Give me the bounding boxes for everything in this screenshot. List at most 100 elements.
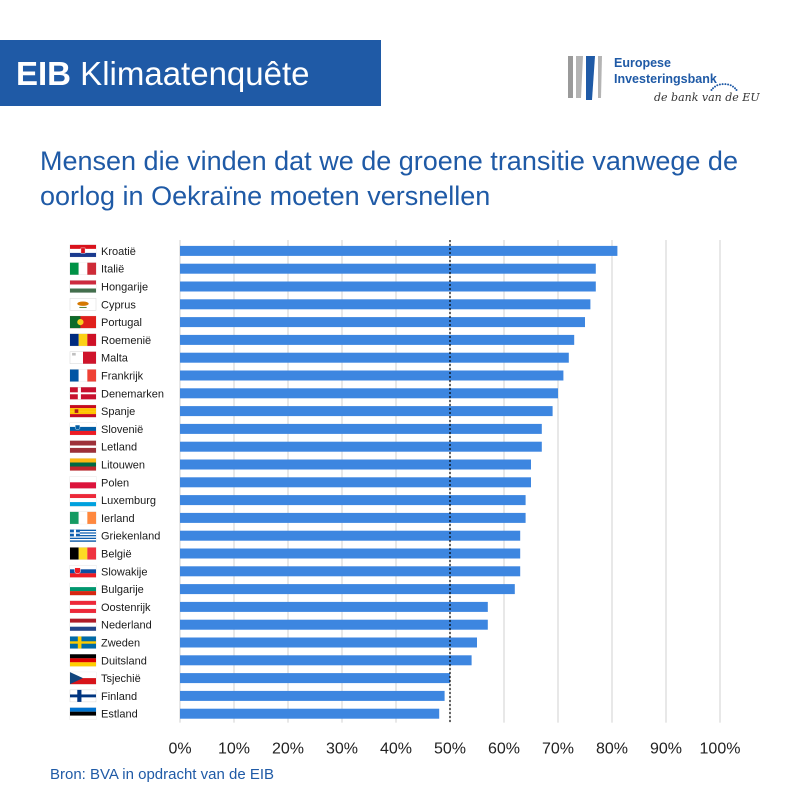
x-tick-label: 30% (326, 741, 358, 758)
eu-star-icon (732, 85, 734, 88)
flag-mt-icon (69, 351, 97, 364)
category-label: Duitsland (101, 655, 147, 667)
chart-title: Mensen die vinden dat we de groene trans… (40, 146, 738, 211)
category-label: Spanje (101, 406, 135, 418)
logo-tagline: de bank van de EU (654, 91, 760, 104)
x-tick-label: 80% (596, 741, 628, 758)
flag-ee-icon (69, 707, 97, 720)
title-banner: EIB Klimaatenquête (0, 40, 381, 106)
bar (180, 299, 591, 310)
flag-hu-icon (69, 280, 97, 293)
source-note: Bron: BVA in opdracht van de EIB (50, 766, 275, 783)
flag-fi-icon (69, 689, 97, 703)
category-labels: Kroatië Italië Hongarije Cyprus Portugal Roem… (101, 246, 164, 721)
bar (180, 601, 488, 612)
category-label: Polen (101, 477, 129, 489)
category-label: Hongarije (101, 282, 148, 294)
eu-star-icon (727, 83, 730, 86)
flag-fr-icon (69, 369, 97, 382)
bar (180, 406, 553, 417)
bar (180, 637, 477, 648)
bar (180, 655, 472, 666)
category-label: Nederland (101, 620, 152, 632)
eu-star-icon (729, 84, 732, 87)
category-label: Roemenië (101, 335, 151, 347)
flag-cy-icon (69, 298, 97, 311)
bar (180, 690, 445, 701)
flag-gr-icon (69, 529, 97, 542)
logo-text-line1: Europese (614, 56, 671, 70)
x-tick-label: 60% (488, 741, 520, 758)
bar (180, 388, 558, 399)
x-tick-label: 0% (168, 741, 191, 758)
category-label: Malta (101, 353, 129, 365)
bar (180, 619, 488, 630)
flag-at-icon (69, 600, 97, 614)
eu-stars-icon (710, 83, 738, 91)
flag-lv-icon (69, 440, 97, 453)
flag-ro-icon (69, 333, 97, 347)
bar (180, 708, 440, 719)
bar (180, 334, 575, 345)
bar (180, 352, 569, 363)
flag-sk-icon (69, 565, 97, 578)
eu-star-icon (710, 89, 713, 91)
x-tick-label: 50% (434, 741, 466, 758)
bar (180, 281, 596, 292)
bar (180, 495, 526, 506)
x-tick-label: 10% (218, 741, 250, 758)
flag-nl-icon (69, 618, 97, 631)
banner-title-strong: EIB (16, 54, 72, 92)
flag-ie-icon (69, 511, 97, 525)
bar (180, 441, 542, 452)
bar (180, 317, 585, 328)
category-label: Denemarken (101, 388, 164, 400)
bar (180, 245, 618, 256)
banner-title: EIB Klimaatenquête (16, 57, 310, 90)
flag-dk-icon (69, 387, 97, 400)
eu-star-icon (712, 87, 714, 90)
bar (180, 673, 450, 684)
category-label: België (101, 549, 132, 561)
bar (180, 566, 521, 577)
x-tick-label: 100% (700, 741, 741, 758)
category-label: Finland (101, 691, 137, 703)
category-label: Kroatië (101, 246, 136, 258)
eu-star-icon (724, 83, 727, 86)
bar (180, 512, 526, 523)
x-tick-label: 70% (542, 741, 574, 758)
flag-si-icon (69, 422, 97, 436)
flag-lt-icon (69, 458, 97, 471)
bar (180, 459, 531, 470)
category-label: Tsjechië (101, 673, 141, 685)
flag-se-icon (69, 636, 97, 649)
flags (69, 244, 97, 720)
bar (180, 370, 564, 381)
category-label: Luxemburg (101, 495, 156, 507)
x-tick-label: 20% (272, 741, 304, 758)
category-label: Zweden (101, 638, 140, 650)
x-tick-label: 40% (380, 741, 412, 758)
bar (180, 584, 515, 595)
category-label: Frankrijk (101, 371, 144, 383)
category-label: Estland (101, 709, 138, 721)
flag-lu-icon (69, 493, 97, 507)
flag-it-icon (69, 262, 97, 275)
eu-star-icon (721, 83, 724, 86)
category-label: Slowakije (101, 566, 147, 578)
category-label: Griekenland (101, 531, 160, 543)
bar (180, 263, 596, 274)
x-tick-labels: 0% 10% 20% 30% 40% 50% 60% 70% 80% 90% 100% (168, 741, 740, 758)
eu-star-icon (716, 84, 719, 87)
eib-logo: Europese Investeringsbank de bank van de… (566, 54, 760, 112)
flag-es-icon (69, 404, 97, 418)
bar (180, 423, 542, 434)
eu-star-icon (734, 87, 736, 90)
category-label: Bulgarije (101, 584, 144, 596)
flag-bg-icon (69, 582, 97, 596)
flag-be-icon (69, 547, 97, 560)
category-label: Oostenrijk (101, 602, 151, 614)
category-label: Letland (101, 442, 137, 454)
flag-cz-icon (69, 671, 97, 685)
category-label: Italië (101, 264, 124, 276)
